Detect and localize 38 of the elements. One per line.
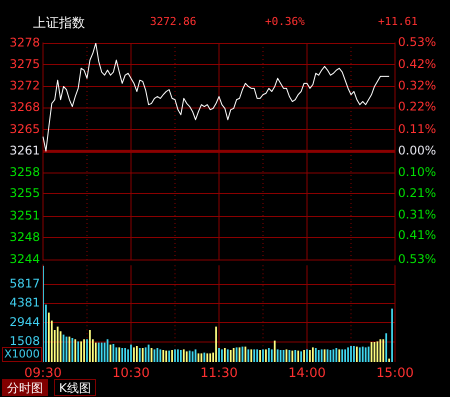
x-tick-label: 15:00 bbox=[376, 366, 414, 382]
y-tick-label: 2944 bbox=[9, 314, 40, 329]
text: +0.36% bbox=[265, 15, 305, 28]
y2-tick-label: 0.21% bbox=[398, 186, 436, 200]
y2-tick-label: 0.53% bbox=[398, 252, 436, 266]
x-tick-label: 11:30 bbox=[200, 366, 238, 382]
chart-title: 上证指数 bbox=[33, 15, 85, 32]
text: K线图 bbox=[54, 379, 96, 396]
x-tick-label: 09:30 bbox=[24, 366, 62, 382]
y-tick-label: 4381 bbox=[9, 296, 40, 310]
y-tick-label: 1508 bbox=[9, 334, 40, 348]
y2-tick-label: 0.00% bbox=[398, 144, 436, 158]
y2-tick-label: 0.53% bbox=[398, 35, 436, 50]
y-tick-label: 3278 bbox=[9, 35, 40, 50]
x-tick-label: 10:30 bbox=[112, 366, 150, 382]
y-tick-label: 3251 bbox=[9, 208, 40, 223]
y-tick-label: 5817 bbox=[9, 276, 40, 290]
y2-tick-label: 0.41% bbox=[398, 228, 436, 242]
text: +11.61 bbox=[378, 15, 418, 28]
y-tick-label: 3272 bbox=[9, 78, 40, 92]
y-tick-label: 3275 bbox=[9, 56, 40, 71]
y-tick-label: 3244 bbox=[9, 252, 40, 266]
y-tick-label: 3255 bbox=[9, 186, 40, 200]
text: 分时图 bbox=[2, 379, 48, 396]
y-tick-label: 3268 bbox=[9, 100, 40, 114]
y2-tick-label: 0.32% bbox=[398, 78, 436, 92]
y2-tick-label: 0.31% bbox=[398, 208, 436, 222]
text: 3272.86 bbox=[150, 15, 196, 28]
y-tick-label: 3248 bbox=[9, 230, 40, 244]
y-axis-title: X1000 bbox=[4, 347, 40, 360]
y2-tick-label: 0.10% bbox=[398, 164, 436, 179]
y-tick-label: 3258 bbox=[9, 165, 40, 180]
x-tick-label: 14:00 bbox=[288, 366, 326, 382]
y2-tick-label: 0.11% bbox=[398, 122, 436, 136]
y-tick-label: 3265 bbox=[9, 122, 40, 136]
y2-tick-label: 0.22% bbox=[398, 99, 436, 114]
y2-tick-label: 0.42% bbox=[398, 56, 436, 71]
y-tick-label: 3261 bbox=[9, 144, 40, 158]
